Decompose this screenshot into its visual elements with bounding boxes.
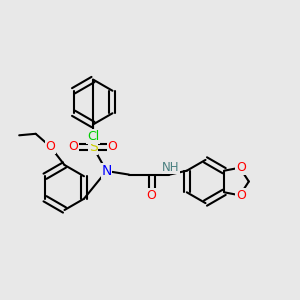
Text: S: S [88, 140, 98, 154]
Text: O: O [69, 140, 78, 154]
Text: O: O [236, 189, 246, 202]
Text: O: O [147, 189, 156, 202]
Text: O: O [236, 161, 246, 174]
Text: NH: NH [162, 160, 180, 174]
Text: O: O [108, 140, 117, 154]
Text: Cl: Cl [87, 130, 99, 143]
Text: N: N [101, 164, 112, 178]
Text: O: O [45, 140, 55, 153]
